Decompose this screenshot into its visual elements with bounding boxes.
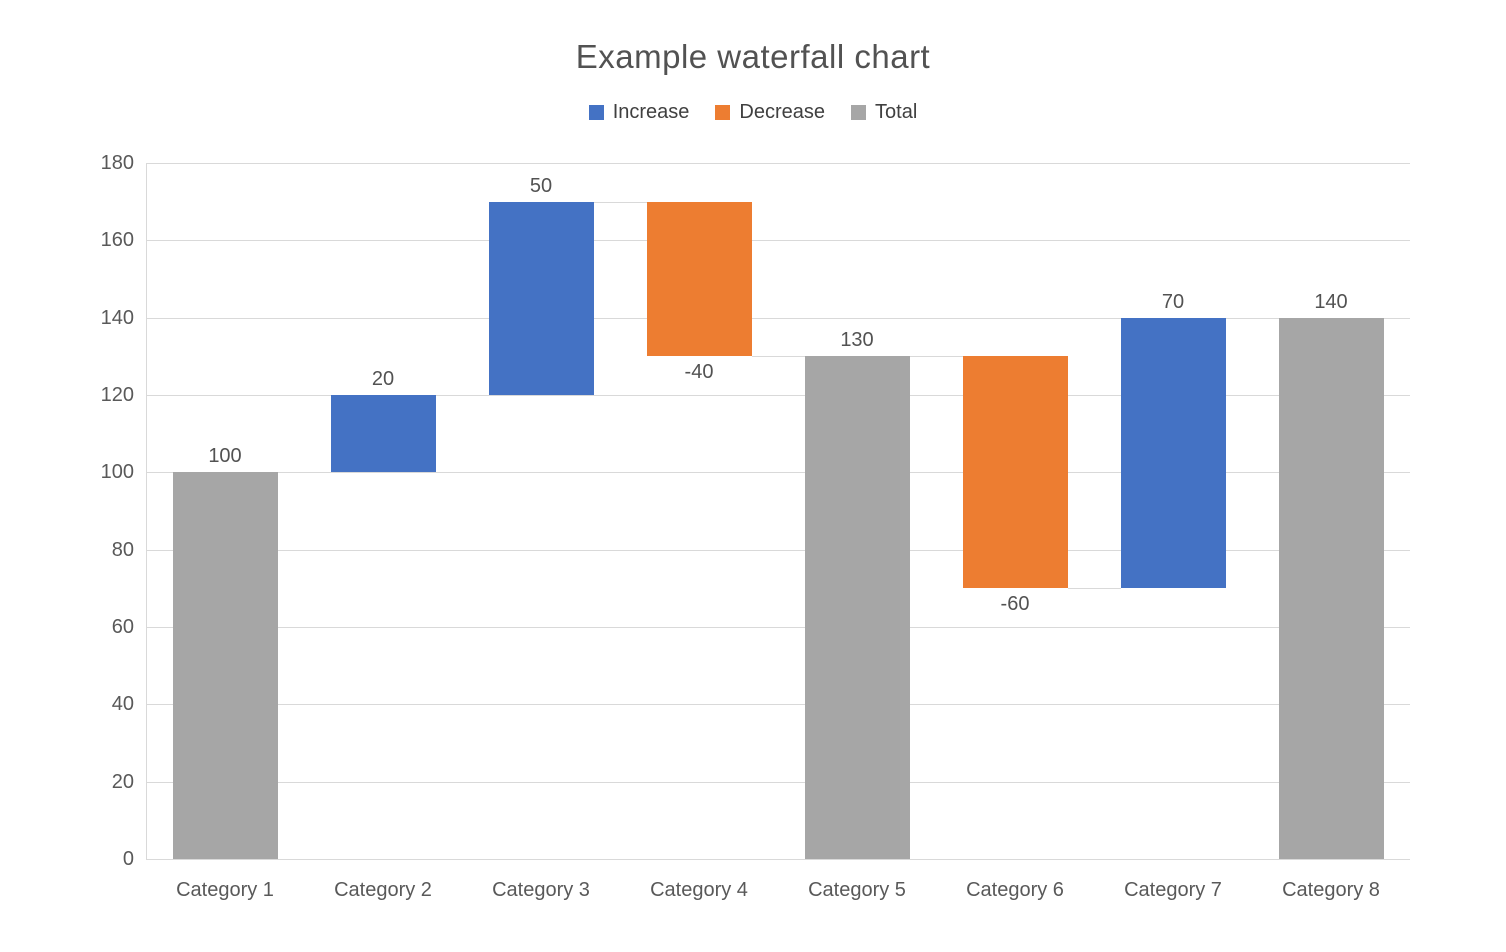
gridline (146, 550, 1410, 551)
category-axis-label: Category 5 (808, 879, 906, 901)
legend-label: Increase (612, 101, 690, 123)
y-axis-tick-label: 40 (111, 693, 134, 715)
connector-line (593, 202, 647, 203)
category-axis-label: Category 7 (1124, 879, 1222, 901)
bar-category-1[interactable] (173, 472, 278, 859)
gridline (146, 704, 1410, 705)
y-axis-line (146, 163, 147, 859)
connector-line (909, 356, 963, 357)
data-label: 50 (529, 175, 553, 197)
data-label: -40 (684, 361, 714, 383)
legend-item-total[interactable]: Total (851, 101, 917, 124)
y-axis-tick-label: 160 (100, 229, 134, 251)
y-axis-tick-label: 180 (100, 152, 134, 174)
bar-category-7[interactable] (1121, 318, 1226, 588)
y-axis-tick-label: 60 (111, 616, 134, 638)
data-label: 100 (208, 445, 242, 467)
bar-category-5[interactable] (805, 356, 910, 859)
chart-title: Example waterfall chart (575, 38, 931, 75)
data-label: 20 (371, 368, 395, 390)
data-label: -60 (1000, 593, 1030, 615)
y-axis-tick-label: 120 (100, 384, 134, 406)
data-label: 70 (1161, 291, 1185, 313)
bar-category-8[interactable] (1279, 318, 1384, 859)
category-axis-label: Category 3 (492, 879, 590, 901)
category-axis-label: Category 1 (176, 879, 274, 901)
x-axis-line (146, 859, 1410, 860)
legend-label: Total (875, 101, 918, 123)
gridline (146, 472, 1410, 473)
connector-line (1225, 318, 1279, 319)
connector-line (1067, 588, 1121, 589)
bar-category-3[interactable] (489, 202, 594, 395)
legend-swatch-decrease (715, 105, 731, 120)
legend-item-increase[interactable]: Increase (588, 101, 690, 124)
legend-swatch-total (851, 105, 867, 120)
category-axis-label: Category 6 (966, 879, 1064, 901)
bar-category-4[interactable] (647, 202, 752, 356)
gridline (146, 627, 1410, 628)
y-axis-tick-label: 80 (111, 539, 134, 561)
data-label: 140 (1314, 291, 1348, 313)
gridline (146, 240, 1410, 241)
category-axis-label: Category 2 (334, 879, 432, 901)
gridline (146, 318, 1410, 319)
connector-line (435, 395, 489, 396)
y-axis-tick-label: 20 (111, 771, 134, 793)
data-label: 130 (840, 329, 874, 351)
chart-legend: Increase Decrease Total (0, 101, 1506, 124)
legend-label: Decrease (739, 101, 826, 123)
bar-category-2[interactable] (331, 395, 436, 472)
bar-category-6[interactable] (963, 356, 1068, 588)
legend-item-decrease[interactable]: Decrease (715, 101, 825, 124)
legend-swatch-increase (588, 105, 604, 120)
y-axis-tick-label: 0 (122, 848, 134, 870)
connector-line (277, 472, 331, 473)
category-axis-label: Category 8 (1282, 879, 1380, 901)
connector-line (751, 356, 805, 357)
gridline (146, 782, 1410, 783)
y-axis-tick-label: 100 (100, 461, 134, 483)
gridline (146, 163, 1410, 164)
category-axis-label: Category 4 (650, 879, 748, 901)
gridline (146, 395, 1410, 396)
y-axis-tick-label: 140 (100, 307, 134, 329)
